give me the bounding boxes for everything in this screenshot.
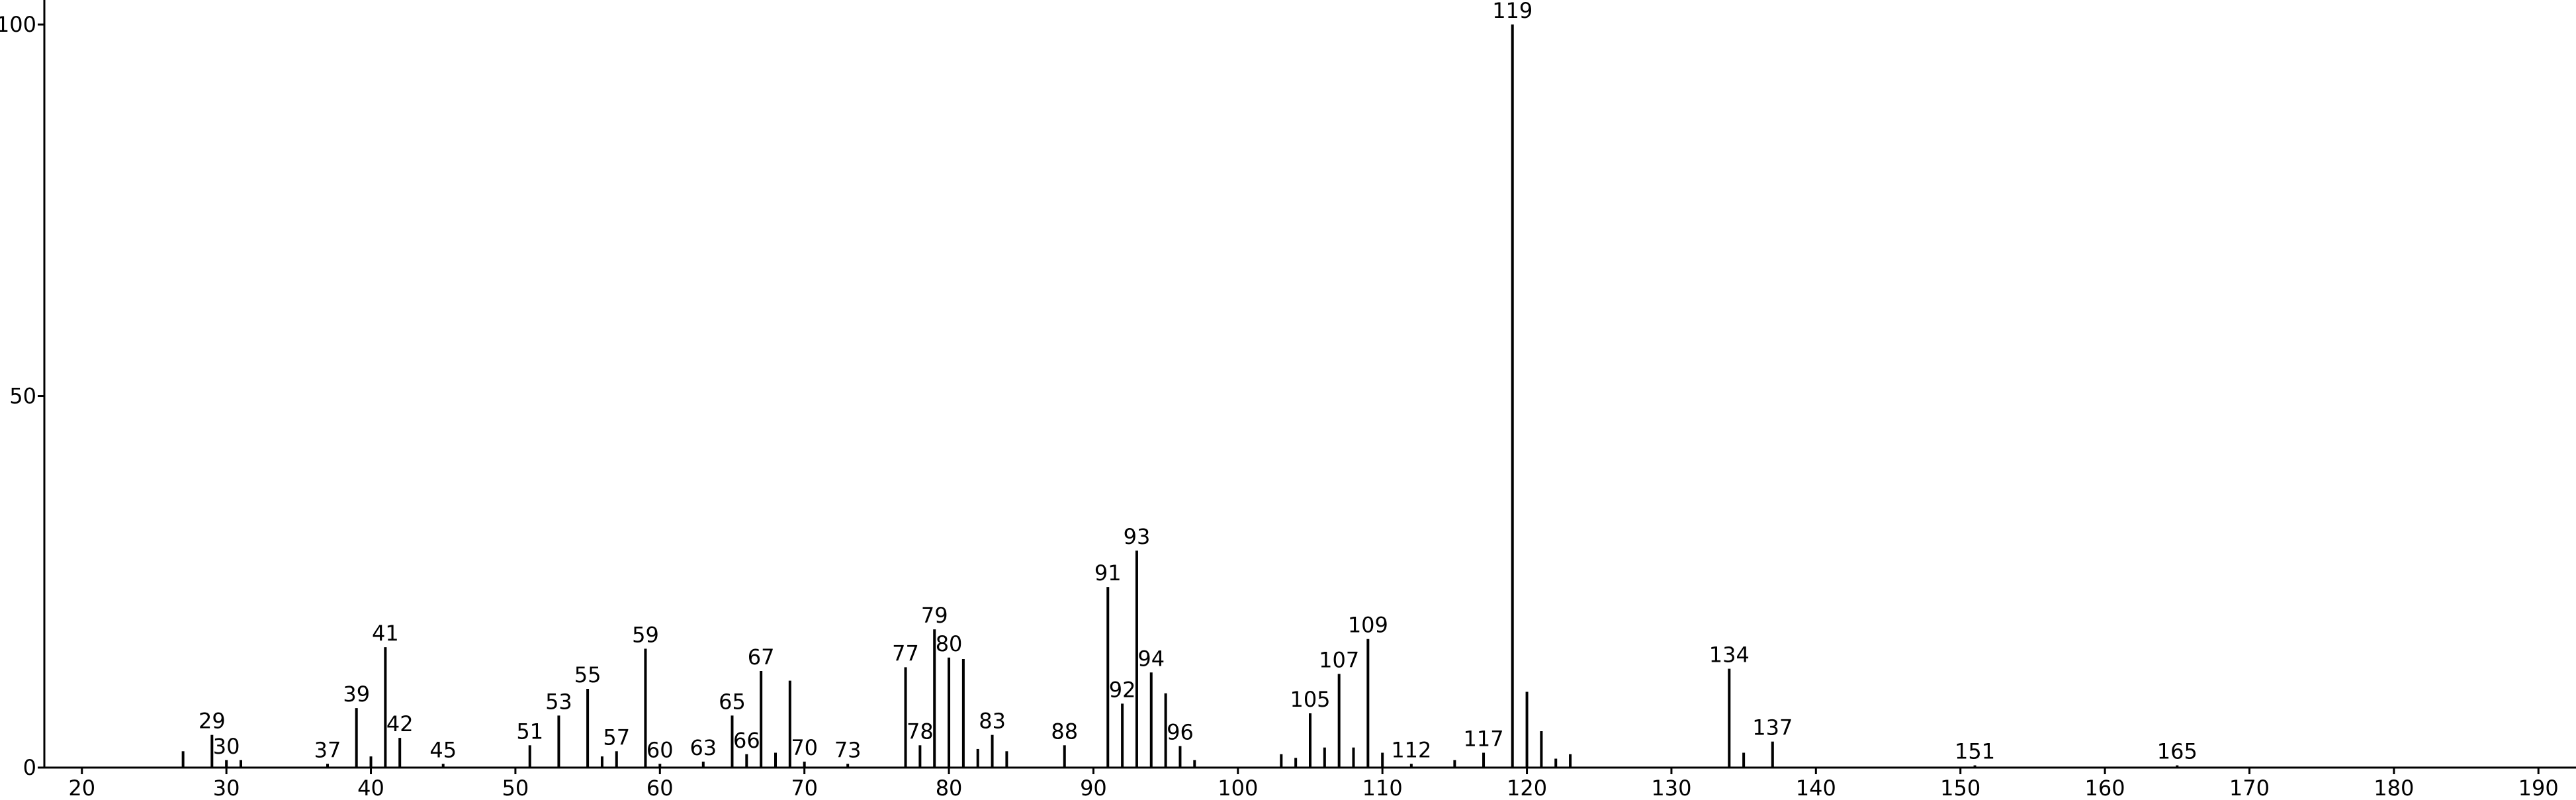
- peak-label: 42: [386, 711, 414, 736]
- peak-label: 63: [689, 735, 717, 760]
- peak-label: 30: [213, 734, 240, 759]
- y-tick-label: 50: [9, 384, 36, 409]
- peak-label: 53: [545, 689, 572, 714]
- peak-label: 70: [791, 735, 818, 760]
- peak-label: 78: [907, 719, 934, 744]
- x-tick-label: 20: [68, 776, 95, 800]
- peak-label: 109: [1348, 613, 1388, 638]
- peak-label: 165: [2157, 739, 2198, 764]
- peak-label: 105: [1290, 687, 1330, 712]
- x-tick-label: 100: [1218, 776, 1258, 800]
- x-tick-label: 60: [646, 776, 674, 800]
- x-tick-label: 170: [2229, 776, 2270, 800]
- x-tick-label: 150: [1940, 776, 1980, 800]
- peak-label: 51: [516, 719, 543, 744]
- x-tick-label: 90: [1080, 776, 1107, 800]
- peak-label: 88: [1051, 719, 1078, 744]
- x-tick-label: 30: [213, 776, 240, 800]
- peak-label: 45: [429, 737, 457, 762]
- x-tick-label: 80: [936, 776, 963, 800]
- peak-label: 134: [1709, 643, 1750, 668]
- peak-label: 73: [834, 737, 862, 762]
- peak-label: 107: [1319, 648, 1359, 673]
- peak-label: 59: [632, 622, 659, 647]
- x-tick-label: 130: [1651, 776, 1691, 800]
- peak-label: 80: [936, 631, 963, 656]
- peak-label: 41: [372, 621, 399, 646]
- x-tick-label: 50: [502, 776, 529, 800]
- y-tick-label: 100: [0, 12, 36, 37]
- peak-label: 37: [314, 737, 341, 762]
- x-tick-label: 40: [357, 776, 384, 800]
- peak-label: 92: [1109, 677, 1136, 702]
- x-tick-label: 180: [2374, 776, 2414, 800]
- x-tick-label: 110: [1362, 776, 1403, 800]
- peak-label: 65: [719, 689, 746, 714]
- peak-label: 67: [748, 644, 775, 670]
- peak-label: 79: [921, 603, 948, 628]
- x-tick-label: 120: [1507, 776, 1547, 800]
- peak-label: 66: [733, 728, 760, 753]
- peak-label: 29: [199, 709, 226, 734]
- peak-label: 77: [892, 641, 919, 666]
- x-tick-label: 70: [791, 776, 818, 800]
- y-tick-label: 0: [23, 755, 36, 780]
- peak-label: 83: [979, 709, 1006, 734]
- peak-label: 137: [1752, 715, 1793, 740]
- peak-label: 39: [343, 682, 370, 707]
- peak-label: 96: [1167, 719, 1194, 744]
- x-tick-label: 190: [2518, 776, 2559, 800]
- peak-label: 57: [603, 725, 630, 750]
- peak-label: 94: [1137, 646, 1165, 671]
- peak-label: 93: [1124, 524, 1151, 549]
- peak-label: 112: [1391, 737, 1431, 762]
- x-tick-label: 160: [2085, 776, 2125, 800]
- peak-label: 55: [574, 662, 601, 688]
- peak-label: 60: [646, 737, 674, 762]
- peak-label: 151: [1955, 739, 1995, 764]
- peak-label: 119: [1492, 0, 1532, 23]
- peak-label: 117: [1464, 727, 1504, 752]
- x-tick-label: 140: [1796, 776, 1836, 800]
- peak-label: 91: [1094, 560, 1122, 586]
